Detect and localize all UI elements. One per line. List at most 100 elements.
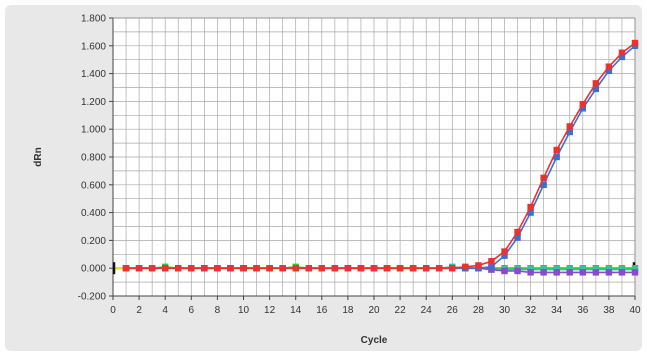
data-point [514, 267, 521, 275]
data-point [631, 39, 639, 47]
data-series [122, 39, 639, 272]
amplification-plot: 0 2 4 6 8 10 12 14 16 18 20 22 24 26 28 30 32 34 36 38 40-0.… [5, 5, 642, 351]
data-point [527, 203, 534, 211]
y-tick-label: 1.200 [81, 97, 106, 108]
x-tick-label: 32 [525, 305, 537, 316]
x-tick-label: 38 [603, 305, 615, 316]
y-tick-label: 0.800 [81, 153, 106, 164]
data-point [488, 258, 495, 265]
x-tick-label: 30 [499, 305, 511, 316]
data-point [135, 265, 143, 272]
data-point [188, 265, 195, 272]
data-point [566, 123, 573, 130]
y-tick-label: 1.800 [81, 14, 106, 25]
data-point [318, 265, 325, 272]
data-point [605, 63, 613, 70]
data-point [514, 228, 521, 236]
data-point [553, 146, 560, 154]
data-point [566, 128, 573, 136]
y-tick-label: 0.000 [81, 264, 106, 275]
data-point [175, 265, 182, 272]
x-tick-label: 6 [189, 305, 195, 316]
data-point [266, 265, 273, 272]
data-point [553, 153, 560, 161]
data-point [592, 80, 600, 87]
data-point [618, 49, 626, 56]
data-point [475, 262, 482, 269]
data-point [566, 269, 573, 276]
data-point [501, 248, 508, 255]
data-point [488, 263, 495, 271]
y-tick-label: 0.200 [81, 236, 106, 247]
data-point [579, 269, 586, 276]
x-tick-label: 22 [395, 305, 407, 316]
data-point [436, 265, 443, 272]
y-tick-label: 0.400 [81, 208, 106, 219]
data-point [618, 269, 626, 276]
data-point [357, 265, 365, 272]
y-axis-title: dRn [33, 147, 44, 166]
data-point [462, 263, 469, 271]
data-point [344, 265, 352, 272]
data-point [514, 234, 521, 241]
series-layer [122, 39, 639, 276]
data-point [162, 265, 169, 272]
data-point [396, 265, 404, 272]
x-tick-label: 2 [136, 305, 142, 316]
data-point [553, 269, 560, 276]
y-tick-label: 0.600 [81, 180, 106, 191]
y-tick-label: -0.200 [78, 292, 107, 303]
y-tick-label: 1.400 [81, 69, 106, 80]
data-point [631, 269, 639, 276]
data-point [279, 265, 286, 272]
data-point [592, 269, 600, 276]
data-point [527, 269, 534, 276]
data-point [501, 252, 508, 259]
data-point [253, 265, 260, 272]
x-tick-label: 12 [264, 305, 276, 316]
x-tick-label: 8 [215, 305, 221, 316]
x-axis-title: Cycle [361, 335, 388, 346]
y-tick-label: 1.000 [81, 125, 106, 136]
x-tick-label: 10 [238, 305, 250, 316]
data-point [605, 269, 613, 276]
x-tick-label: 18 [342, 305, 354, 316]
x-tick-label: 28 [473, 305, 485, 316]
data-point [579, 105, 586, 112]
x-tick-label: 4 [162, 305, 168, 316]
data-point [148, 265, 156, 272]
x-tick-label: 40 [629, 305, 641, 316]
x-tick-label: 34 [551, 305, 563, 316]
x-tick-label: 26 [447, 305, 459, 316]
data-point [240, 265, 247, 272]
y-tick-label: 1.600 [81, 41, 106, 52]
data-point [605, 67, 613, 75]
data-point [423, 265, 430, 272]
data-point [331, 265, 339, 272]
data-point [370, 265, 378, 272]
data-point [579, 100, 586, 108]
data-point [592, 85, 600, 93]
tick-labels: 0 2 4 6 8 10 12 14 16 18 20 22 24 26 28 30 32 34 36 38 40-0.… [78, 14, 641, 317]
data-point [201, 265, 208, 272]
data-point [449, 265, 456, 272]
series-line [126, 42, 636, 270]
data-point [527, 209, 534, 216]
x-tick-label: 20 [368, 305, 380, 316]
data-point [540, 269, 547, 276]
data-point [540, 181, 547, 188]
x-tick-label: 0 [110, 305, 116, 316]
x-tick-label: 36 [577, 305, 589, 316]
data-point [618, 53, 626, 61]
data-point [292, 265, 299, 272]
data-point [501, 267, 508, 275]
data-point [409, 265, 417, 272]
x-tick-label: 16 [316, 305, 328, 316]
x-tick-label: 24 [421, 305, 433, 316]
data-point [383, 265, 391, 272]
data-point [227, 265, 234, 272]
data-point [214, 265, 221, 272]
data-point [122, 265, 130, 272]
data-point [305, 265, 312, 272]
